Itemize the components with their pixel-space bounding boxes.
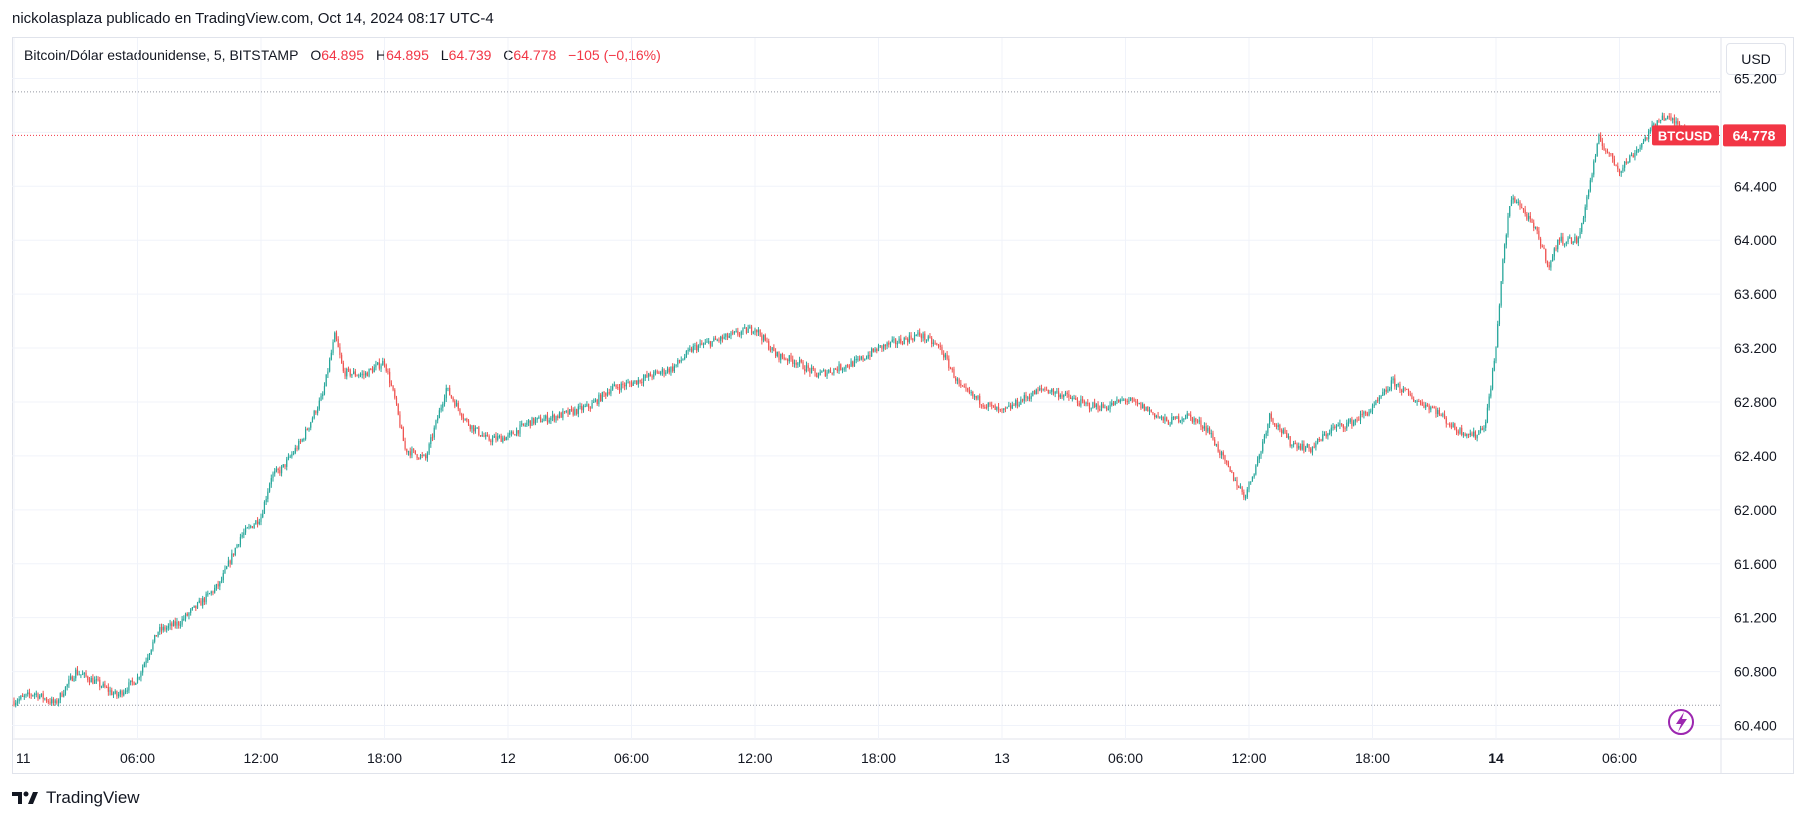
publication-attribution: nickolasplaza publicado en TradingView.c… — [12, 10, 494, 27]
footer: TradingView — [12, 788, 140, 808]
legend-low-value: 64.739 — [448, 47, 492, 63]
legend-symbol[interactable]: Bitcoin/Dólar estadounidense, 5, BITSTAM… — [24, 47, 299, 63]
legend-open-value: 64.895 — [321, 47, 365, 63]
legend-close-value: 64.778 — [513, 47, 557, 63]
tradingview-logo-icon — [12, 791, 38, 804]
currency-button[interactable]: USD — [1726, 43, 1786, 75]
legend-high-label: H — [375, 47, 387, 63]
legend-open-label: O — [310, 47, 322, 63]
legend-change: −105 (−0,16%) — [568, 47, 661, 63]
chart-frame[interactable] — [12, 37, 1794, 774]
tradingview-brand: TradingView — [46, 788, 140, 807]
legend-close-label: C — [503, 47, 514, 63]
legend-low-label: L — [440, 47, 449, 63]
chart-legend: Bitcoin/Dólar estadounidense, 5, BITSTAM… — [24, 47, 661, 63]
legend-high-value: 64.895 — [386, 47, 429, 63]
